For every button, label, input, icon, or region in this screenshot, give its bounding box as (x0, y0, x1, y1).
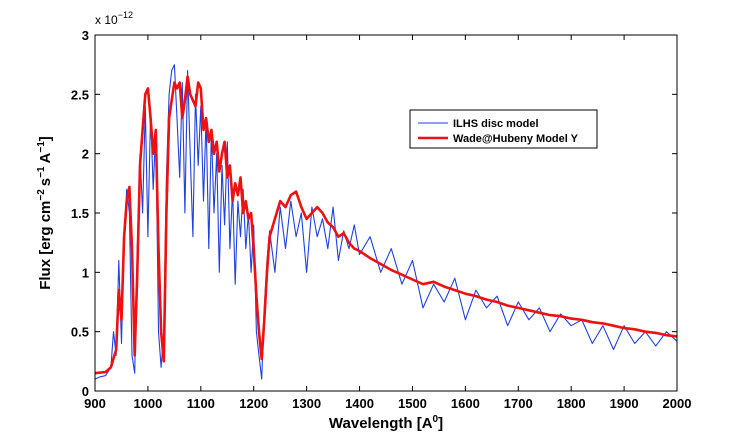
y-tick-label: 1.5 (71, 206, 89, 221)
x-tick-label: 1600 (451, 396, 480, 411)
x-tick-label: 1000 (133, 396, 162, 411)
x-tick-label: 900 (84, 396, 106, 411)
y-tick-label: 2 (82, 147, 89, 162)
axes-box (94, 34, 678, 392)
y-axis-label: Flux [erg cm−2s−1A−1] (36, 136, 54, 290)
x-tick-label: 1500 (398, 396, 427, 411)
legend-box (409, 109, 598, 149)
x-tick-label: 1700 (504, 396, 533, 411)
x-tick-label: 1100 (187, 396, 215, 411)
y-tick-label: 0 (82, 384, 89, 399)
y-tick-label: 3 (82, 28, 89, 43)
series-line (94, 75, 678, 375)
x-tick-label: 1200 (239, 396, 268, 411)
legend-label: ILHS disc model (453, 118, 539, 130)
y-multiplier: x 10−12 (95, 10, 133, 27)
y-tick-label: 2.5 (71, 87, 89, 102)
x-tick-label: 2000 (663, 396, 692, 411)
x-tick-label: 1800 (557, 396, 586, 411)
x-tick-label: 1900 (610, 396, 639, 411)
x-axis-label: Wavelength [A0] (329, 414, 443, 432)
y-tick-label: 1 (82, 265, 89, 280)
legend-label: Wade@Hubeny Model Y (453, 133, 579, 145)
x-tick-label: 1300 (292, 396, 321, 411)
x-tick-label: 1400 (345, 396, 374, 411)
y-tick-label: 0.5 (71, 325, 89, 340)
